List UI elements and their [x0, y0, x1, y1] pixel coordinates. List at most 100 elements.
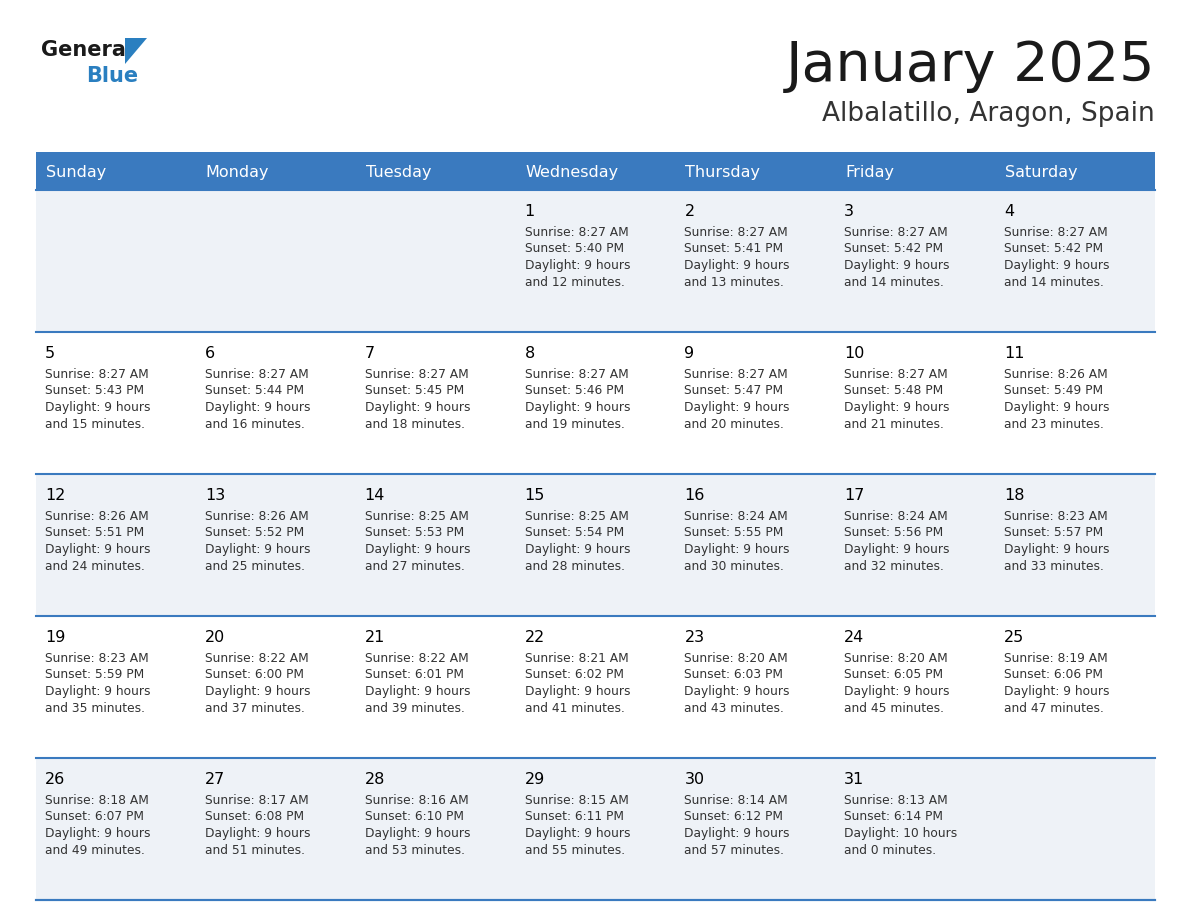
Text: Sunset: 5:53 PM: Sunset: 5:53 PM — [365, 527, 465, 540]
Text: 10: 10 — [845, 346, 865, 361]
Bar — [516, 152, 676, 190]
Text: Sunset: 6:01 PM: Sunset: 6:01 PM — [365, 668, 463, 681]
Text: Sunrise: 8:20 AM: Sunrise: 8:20 AM — [845, 652, 948, 665]
Text: and 33 minutes.: and 33 minutes. — [1004, 559, 1104, 573]
Text: 17: 17 — [845, 488, 865, 503]
Bar — [36, 474, 1155, 616]
Text: Daylight: 9 hours: Daylight: 9 hours — [845, 401, 949, 414]
Text: Sunrise: 8:27 AM: Sunrise: 8:27 AM — [45, 368, 148, 381]
Text: Daylight: 9 hours: Daylight: 9 hours — [845, 259, 949, 272]
Text: Sunrise: 8:27 AM: Sunrise: 8:27 AM — [204, 368, 309, 381]
Text: 29: 29 — [525, 772, 545, 787]
Text: Wednesday: Wednesday — [525, 165, 619, 181]
Text: and 53 minutes.: and 53 minutes. — [365, 844, 465, 856]
Text: and 47 minutes.: and 47 minutes. — [1004, 701, 1104, 714]
Text: Daylight: 9 hours: Daylight: 9 hours — [204, 827, 310, 840]
Text: 27: 27 — [204, 772, 225, 787]
Text: Sunset: 5:40 PM: Sunset: 5:40 PM — [525, 242, 624, 255]
Text: 11: 11 — [1004, 346, 1024, 361]
Text: and 24 minutes.: and 24 minutes. — [45, 559, 145, 573]
Text: Daylight: 9 hours: Daylight: 9 hours — [204, 401, 310, 414]
Text: Daylight: 9 hours: Daylight: 9 hours — [684, 401, 790, 414]
Text: 13: 13 — [204, 488, 225, 503]
Text: Sunrise: 8:14 AM: Sunrise: 8:14 AM — [684, 794, 788, 807]
Text: and 28 minutes.: and 28 minutes. — [525, 559, 625, 573]
Text: Friday: Friday — [846, 165, 895, 181]
Text: Sunset: 5:42 PM: Sunset: 5:42 PM — [1004, 242, 1104, 255]
Text: and 14 minutes.: and 14 minutes. — [1004, 275, 1104, 288]
Text: 16: 16 — [684, 488, 704, 503]
Text: and 14 minutes.: and 14 minutes. — [845, 275, 944, 288]
Text: Sunrise: 8:13 AM: Sunrise: 8:13 AM — [845, 794, 948, 807]
Bar — [196, 152, 355, 190]
Text: Sunset: 6:14 PM: Sunset: 6:14 PM — [845, 811, 943, 823]
Text: Sunrise: 8:27 AM: Sunrise: 8:27 AM — [684, 226, 788, 239]
Text: and 19 minutes.: and 19 minutes. — [525, 418, 625, 431]
Text: Sunset: 6:05 PM: Sunset: 6:05 PM — [845, 668, 943, 681]
Text: Daylight: 9 hours: Daylight: 9 hours — [525, 827, 630, 840]
Text: 1: 1 — [525, 204, 535, 219]
Text: and 25 minutes.: and 25 minutes. — [204, 559, 305, 573]
Bar — [676, 152, 835, 190]
Text: Sunset: 6:03 PM: Sunset: 6:03 PM — [684, 668, 783, 681]
Text: and 12 minutes.: and 12 minutes. — [525, 275, 625, 288]
Text: Sunset: 6:08 PM: Sunset: 6:08 PM — [204, 811, 304, 823]
Text: and 35 minutes.: and 35 minutes. — [45, 701, 145, 714]
Text: and 37 minutes.: and 37 minutes. — [204, 701, 305, 714]
Text: Sunset: 6:07 PM: Sunset: 6:07 PM — [45, 811, 144, 823]
Text: Daylight: 9 hours: Daylight: 9 hours — [845, 685, 949, 698]
Text: 7: 7 — [365, 346, 375, 361]
Text: Sunset: 5:56 PM: Sunset: 5:56 PM — [845, 527, 943, 540]
Text: Sunrise: 8:27 AM: Sunrise: 8:27 AM — [684, 368, 788, 381]
Bar — [355, 152, 516, 190]
Text: and 43 minutes.: and 43 minutes. — [684, 701, 784, 714]
Text: Sunrise: 8:22 AM: Sunrise: 8:22 AM — [365, 652, 468, 665]
Text: Monday: Monday — [206, 165, 270, 181]
Text: Sunrise: 8:26 AM: Sunrise: 8:26 AM — [204, 510, 309, 523]
Text: 25: 25 — [1004, 630, 1024, 645]
Text: Sunrise: 8:23 AM: Sunrise: 8:23 AM — [45, 652, 148, 665]
Text: Thursday: Thursday — [685, 165, 760, 181]
Text: Daylight: 9 hours: Daylight: 9 hours — [525, 685, 630, 698]
Text: Daylight: 9 hours: Daylight: 9 hours — [525, 259, 630, 272]
Text: Sunset: 5:48 PM: Sunset: 5:48 PM — [845, 385, 943, 397]
Text: Daylight: 9 hours: Daylight: 9 hours — [684, 543, 790, 556]
Polygon shape — [125, 38, 147, 64]
Text: Sunrise: 8:27 AM: Sunrise: 8:27 AM — [365, 368, 468, 381]
Text: 28: 28 — [365, 772, 385, 787]
Text: and 30 minutes.: and 30 minutes. — [684, 559, 784, 573]
Text: Sunrise: 8:27 AM: Sunrise: 8:27 AM — [525, 226, 628, 239]
Text: Sunrise: 8:23 AM: Sunrise: 8:23 AM — [1004, 510, 1108, 523]
Text: Sunset: 5:42 PM: Sunset: 5:42 PM — [845, 242, 943, 255]
Bar — [36, 616, 1155, 758]
Text: Daylight: 9 hours: Daylight: 9 hours — [1004, 543, 1110, 556]
Text: Sunset: 5:57 PM: Sunset: 5:57 PM — [1004, 527, 1104, 540]
Text: Sunrise: 8:24 AM: Sunrise: 8:24 AM — [684, 510, 788, 523]
Text: Sunset: 6:10 PM: Sunset: 6:10 PM — [365, 811, 463, 823]
Text: Sunset: 6:00 PM: Sunset: 6:00 PM — [204, 668, 304, 681]
Text: and 23 minutes.: and 23 minutes. — [1004, 418, 1104, 431]
Text: Tuesday: Tuesday — [366, 165, 431, 181]
Text: Daylight: 9 hours: Daylight: 9 hours — [525, 401, 630, 414]
Text: Sunrise: 8:16 AM: Sunrise: 8:16 AM — [365, 794, 468, 807]
Bar — [36, 332, 1155, 474]
Text: 2: 2 — [684, 204, 695, 219]
Text: Albalatillo, Aragon, Spain: Albalatillo, Aragon, Spain — [822, 101, 1155, 127]
Text: Daylight: 9 hours: Daylight: 9 hours — [365, 685, 470, 698]
Text: 4: 4 — [1004, 204, 1015, 219]
Text: Sunrise: 8:21 AM: Sunrise: 8:21 AM — [525, 652, 628, 665]
Text: and 55 minutes.: and 55 minutes. — [525, 844, 625, 856]
Text: and 27 minutes.: and 27 minutes. — [365, 559, 465, 573]
Text: Daylight: 9 hours: Daylight: 9 hours — [1004, 259, 1110, 272]
Text: Sunrise: 8:15 AM: Sunrise: 8:15 AM — [525, 794, 628, 807]
Text: and 32 minutes.: and 32 minutes. — [845, 559, 944, 573]
Text: Daylight: 9 hours: Daylight: 9 hours — [845, 543, 949, 556]
Text: and 39 minutes.: and 39 minutes. — [365, 701, 465, 714]
Text: Daylight: 9 hours: Daylight: 9 hours — [45, 685, 151, 698]
Text: Daylight: 9 hours: Daylight: 9 hours — [365, 401, 470, 414]
Text: Sunset: 6:11 PM: Sunset: 6:11 PM — [525, 811, 624, 823]
Text: Sunset: 5:45 PM: Sunset: 5:45 PM — [365, 385, 465, 397]
Bar — [36, 152, 196, 190]
Text: Sunrise: 8:27 AM: Sunrise: 8:27 AM — [1004, 226, 1108, 239]
Text: and 45 minutes.: and 45 minutes. — [845, 701, 944, 714]
